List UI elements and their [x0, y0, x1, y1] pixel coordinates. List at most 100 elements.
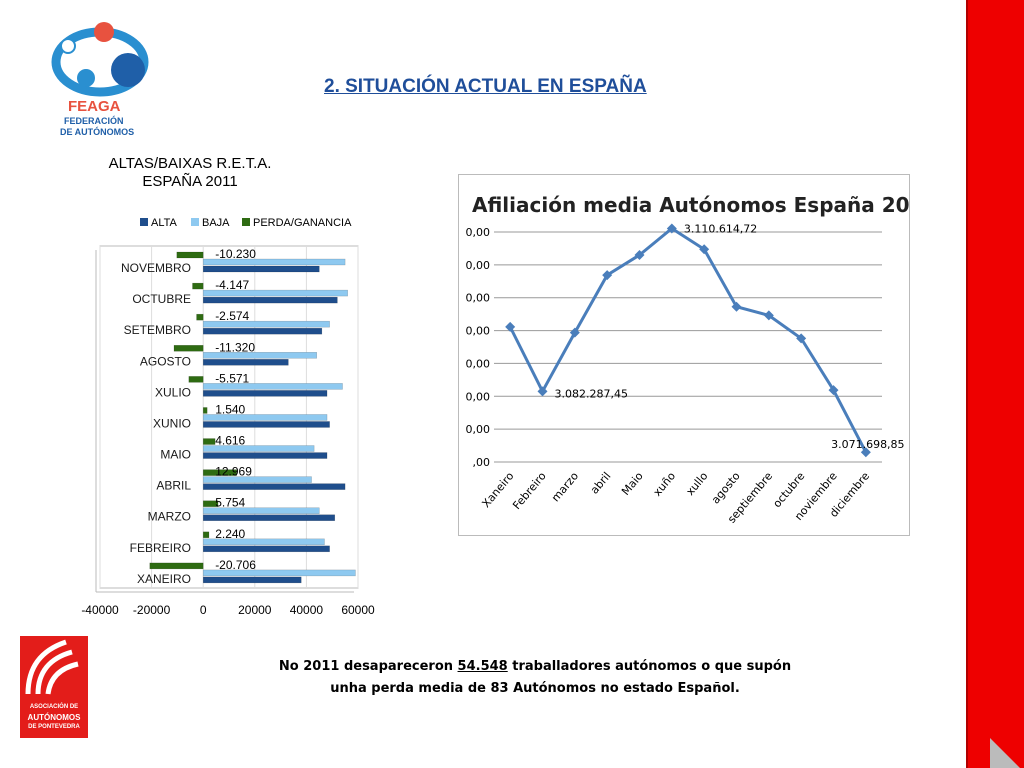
- bar-category-label: AGOSTO: [140, 354, 191, 368]
- bar-alta: [202, 296, 338, 304]
- bar-data-label: 12.969: [215, 465, 252, 479]
- bar-data-label: -2.574: [215, 309, 249, 323]
- bar-x-tick-label: 20000: [238, 603, 272, 617]
- line-y-tick-label: 0,00: [466, 259, 491, 272]
- feaga-logo-emblem: [51, 22, 149, 97]
- bar-category-label: FEBREIRO: [130, 541, 191, 555]
- bar-category-label: NOVEMBRO: [121, 261, 191, 275]
- bar-x-tick-label: -20000: [133, 603, 171, 617]
- line-series: [508, 226, 868, 453]
- feaga-logo-name: FEAGA: [68, 98, 121, 115]
- bar-baja: [202, 289, 348, 297]
- bar-category-label: ABRIL: [156, 479, 191, 493]
- asociacion-logo-line-1: ASOCIACIÓN DE: [29, 704, 79, 710]
- bar-legend-label: BAJA: [202, 217, 230, 229]
- page-curl-decoration: [990, 738, 1020, 768]
- line-point-marker: [731, 301, 742, 312]
- bar-baja: [202, 414, 328, 421]
- line-point-marker: [505, 321, 516, 332]
- bar-perda-ganancia: [173, 345, 204, 352]
- bar-category-label: OCTUBRE: [132, 292, 191, 306]
- line-point-marker: [666, 223, 677, 234]
- bar-legend-label: ALTA: [151, 217, 178, 229]
- bar-legend-label: PERDA/GANANCIA: [253, 217, 352, 229]
- bar-data-label: -5.571: [215, 371, 249, 385]
- bar-alta: [202, 576, 302, 584]
- bar-data-label: -10.230: [215, 247, 256, 261]
- bar-category-label: SETEMBRO: [124, 323, 191, 337]
- bar-perda-ganancia: [188, 376, 204, 383]
- bar-data-label: -4.147: [215, 278, 249, 292]
- bar-alta: [202, 265, 320, 273]
- bar-baja: [202, 352, 317, 359]
- line-y-tick-label: 0,00: [466, 292, 491, 305]
- bar-baja: [202, 445, 315, 452]
- footer-line-2: unha perda media de 83 Autónomos no esta…: [330, 681, 740, 696]
- feaga-logo-subtitle-2: DE AUTÓNOMOS: [60, 127, 135, 136]
- asociacion-logo-emblem: [25, 639, 79, 695]
- bar-chart-subtitle: ESPAÑA 2011: [142, 173, 237, 190]
- line-data-label: 3.082.287,45: [555, 387, 628, 400]
- bar-data-label: 5.754: [215, 496, 245, 510]
- bar-perda-ganancia: [196, 313, 204, 321]
- bar-alta: [202, 545, 330, 553]
- bar-baja: [202, 258, 346, 266]
- bar-category-label: MARZO: [148, 510, 191, 524]
- bar-legend-swatch: [242, 218, 250, 226]
- bar-chart-title: ALTAS/BAIXAS R.E.T.A.: [109, 155, 272, 172]
- bar-category-label: MAIO: [160, 448, 191, 462]
- bar-perda-ganancia: [202, 531, 210, 539]
- bar-x-tick-label: 60000: [341, 603, 375, 617]
- bar-category-label: XANEIRO: [137, 572, 191, 586]
- bar-legend-swatch: [191, 218, 199, 226]
- bar-data-label: 2.240: [215, 527, 245, 541]
- line-point-marker: [537, 386, 548, 397]
- bar-alta: [202, 483, 346, 490]
- afiliacion-line-chart: Afiliación media Autónomos España 2011 ,0…: [458, 174, 910, 536]
- bar-alta: [202, 452, 328, 459]
- bar-perda-ganancia: [192, 282, 204, 290]
- line-y-tick-label: 0,00: [466, 357, 491, 370]
- bar-category-label: XUNIO: [153, 416, 191, 430]
- bar-alta: [202, 390, 328, 397]
- bar-legend-swatch: [140, 218, 148, 226]
- line-y-tick-label: 0,00: [466, 390, 491, 403]
- bar-baja: [202, 569, 356, 577]
- bar-data-label: -20.706: [215, 558, 256, 572]
- bar-baja: [202, 320, 330, 328]
- bar-perda-ganancia: [202, 438, 216, 445]
- footer-pre: No 2011 desapareceron: [278, 659, 458, 674]
- bar-baja: [202, 538, 325, 546]
- footer-post: traballadores autónomos o que supón: [507, 659, 792, 674]
- bar-perda-ganancia: [202, 469, 237, 476]
- bar-alta: [202, 327, 323, 335]
- bar-data-label: 1.540: [215, 402, 245, 416]
- line-data-label: 3.110.614,72: [684, 222, 757, 235]
- asociacion-logo-line-2: AUTÓNOMOS: [27, 713, 81, 722]
- line-point-marker: [860, 447, 871, 458]
- bar-category-label: XULIO: [155, 385, 191, 399]
- bar-perda-ganancia: [202, 500, 219, 507]
- line-chart-title: Afiliación media Autónomos España 2011: [472, 193, 910, 217]
- bar-baja: [202, 476, 312, 483]
- line-point-marker: [699, 244, 710, 255]
- bar-baja: [202, 383, 343, 390]
- bar-perda-ganancia: [149, 562, 204, 570]
- line-point-marker: [602, 270, 613, 281]
- line-point-marker: [763, 310, 774, 321]
- feaga-logo-subtitle: FEDERACIÓN: [64, 116, 124, 126]
- footer-line-1: No 2011 desapareceron 54.548 traballador…: [250, 656, 820, 678]
- feaga-logo: FEAGA FEDERACIÓN DE AUTÓNOMOS: [50, 18, 170, 136]
- line-point-marker: [634, 250, 645, 260]
- bar-x-tick-label: 40000: [290, 603, 324, 617]
- red-side-band: [966, 0, 1024, 768]
- line-point-marker: [569, 327, 580, 338]
- line-y-tick-label: 0,00: [466, 325, 491, 338]
- bar-x-tick-label: 0: [200, 603, 207, 617]
- asociacion-autonomos-logo: ASOCIACIÓN DE AUTÓNOMOS DE PONTEVEDRA: [20, 636, 88, 738]
- bar-alta: [202, 421, 330, 428]
- altas-baixas-bar-chart: ALTAS/BAIXAS R.E.T.A.ESPAÑA 2011 ALTA BAJA…: [81, 155, 375, 617]
- line-y-tick-label: 0,00: [466, 226, 491, 239]
- bar-alta: [202, 359, 289, 366]
- bar-data-label: -11.320: [215, 340, 255, 354]
